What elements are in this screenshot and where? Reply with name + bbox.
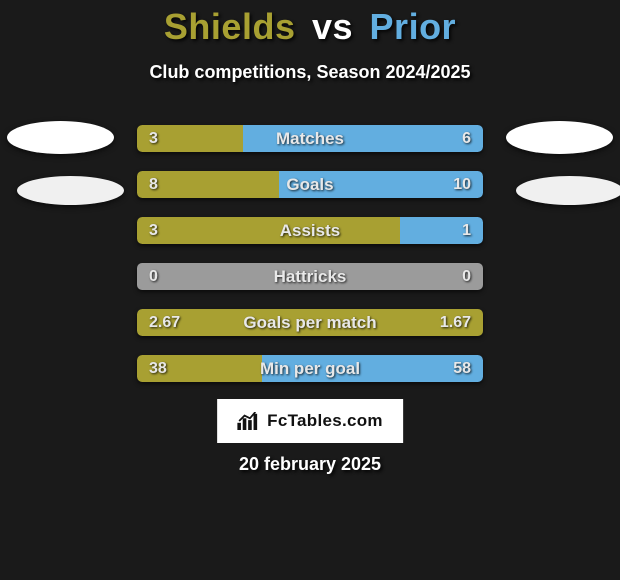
player1-club-badge-2	[17, 176, 124, 205]
branding-logo-icon	[237, 412, 259, 430]
subtitle: Club competitions, Season 2024/2025	[0, 62, 620, 83]
stat-label: Min per goal	[137, 355, 483, 382]
stat-label: Matches	[137, 125, 483, 152]
stat-row: 36Matches	[137, 125, 483, 152]
player2-club-badge-2	[516, 176, 620, 205]
stat-row: 810Goals	[137, 171, 483, 198]
vs-text: vs	[312, 6, 353, 47]
stat-row: 2.671.67Goals per match	[137, 309, 483, 336]
title: Shields vs Prior	[0, 6, 620, 48]
stat-row: 31Assists	[137, 217, 483, 244]
stat-label: Goals per match	[137, 309, 483, 336]
stat-label: Hattricks	[137, 263, 483, 290]
branding[interactable]: FcTables.com	[217, 399, 403, 443]
comparison-card: Shields vs Prior Club competitions, Seas…	[0, 0, 620, 580]
stat-row: 00Hattricks	[137, 263, 483, 290]
player2-club-badge-1	[506, 121, 613, 154]
player2-name: Prior	[370, 6, 457, 47]
stat-label: Assists	[137, 217, 483, 244]
stat-label: Goals	[137, 171, 483, 198]
player1-club-badge-1	[7, 121, 114, 154]
player1-name: Shields	[164, 6, 296, 47]
stat-rows: 36Matches 810Goals 31Assists 00Hattricks 2.6…	[137, 125, 483, 401]
stat-row: 3858Min per goal	[137, 355, 483, 382]
footer-date: 20 february 2025	[0, 454, 620, 475]
branding-text: FcTables.com	[267, 411, 383, 431]
